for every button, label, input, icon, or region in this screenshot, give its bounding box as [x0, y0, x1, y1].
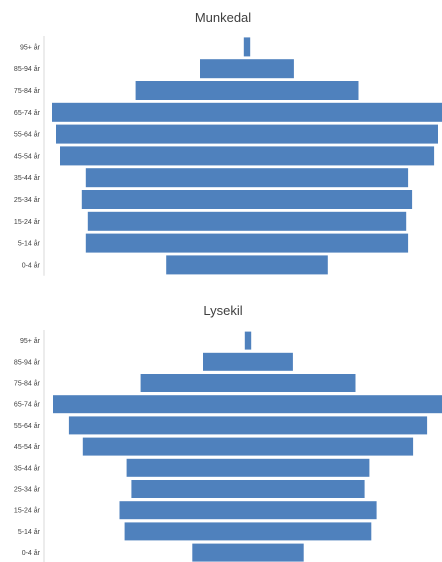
- tick-label: 5-14 år: [18, 528, 41, 536]
- tick-label: 75-84 år: [14, 380, 41, 388]
- tick-label: 45-54 år: [14, 443, 41, 451]
- tick-label: 65-74 år: [14, 401, 41, 409]
- chart-title: Lysekil: [203, 303, 242, 318]
- bar: [124, 522, 372, 541]
- tick-label: 15-24 år: [14, 507, 41, 515]
- tick-label: 0-4 år: [22, 261, 41, 269]
- bar: [244, 331, 252, 350]
- bar: [135, 81, 359, 100]
- tick-label: 95+ år: [20, 43, 41, 51]
- tick-label: 25-34 år: [14, 486, 41, 494]
- bar: [192, 543, 304, 562]
- tick-label: 75-84 år: [14, 87, 41, 95]
- chart-munkedal: Munkedal 95+ år 85-94 år 75-84 år 65-74 år 5…: [14, 10, 442, 276]
- bar: [200, 59, 294, 79]
- tick-label: 65-74 år: [14, 109, 41, 117]
- tick-label: 0-4 år: [22, 549, 41, 557]
- bar: [85, 168, 409, 188]
- tick-label: 55-64 år: [14, 422, 41, 430]
- tick-label: 55-64 år: [14, 131, 41, 139]
- tick-label: 85-94 år: [14, 358, 41, 366]
- bar: [243, 37, 251, 57]
- bar: [131, 480, 365, 498]
- bar: [53, 395, 442, 414]
- bar: [87, 211, 407, 231]
- bar: [85, 233, 409, 253]
- bar: [68, 416, 428, 435]
- bar: [166, 255, 328, 275]
- bar: [56, 124, 438, 144]
- bar: [81, 190, 413, 209]
- tick-label: 35-44 år: [14, 464, 41, 472]
- bar: [203, 352, 293, 371]
- bar: [60, 146, 435, 166]
- tick-label: 25-34 år: [14, 196, 41, 204]
- bar: [82, 437, 414, 456]
- bar: [119, 501, 377, 520]
- tick-label: 95+ år: [20, 337, 41, 345]
- tick-label: 85-94 år: [14, 65, 41, 73]
- bar: [52, 102, 442, 122]
- tick-label: 45-54 år: [14, 152, 41, 160]
- chart-lysekil: Lysekil 95+ år 85-94 år 75-84 år 65-74 år 55…: [14, 303, 442, 562]
- bar: [126, 458, 370, 477]
- chart-title: Munkedal: [195, 10, 251, 25]
- tick-label: 35-44 år: [14, 174, 41, 182]
- tick-label: 15-24 år: [14, 218, 41, 226]
- bar: [140, 374, 356, 392]
- tick-label: 5-14 år: [18, 240, 41, 248]
